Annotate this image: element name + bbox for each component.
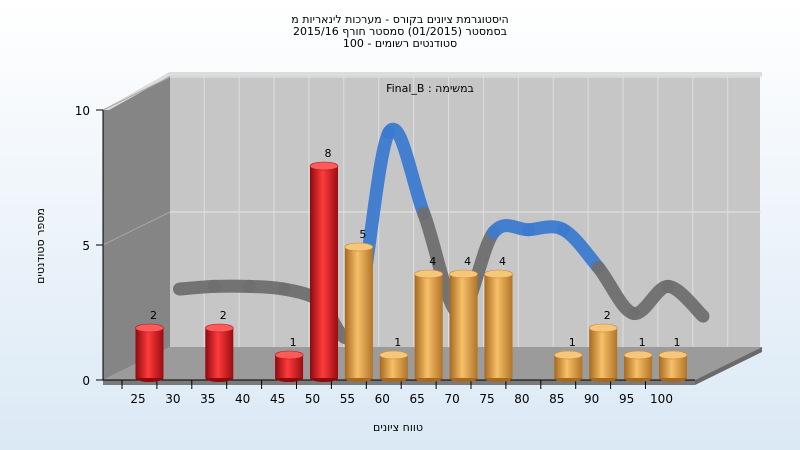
bar-top bbox=[205, 323, 234, 333]
x-tick-label: 25 bbox=[130, 392, 145, 406]
left-side-wall bbox=[103, 72, 170, 380]
x-tick-label: 75 bbox=[479, 392, 494, 406]
y-tick-label: 0 bbox=[82, 374, 90, 388]
floor-front-edge bbox=[103, 380, 695, 385]
x-tick-label: 80 bbox=[514, 392, 529, 406]
bar-top bbox=[274, 350, 304, 360]
x-tick-label: 65 bbox=[410, 392, 425, 406]
bar-top bbox=[658, 350, 688, 360]
x-tick-label: 40 bbox=[235, 392, 250, 406]
chart-title-line-2: בסמסטר (01/2015) סמסטר חורף 2015/16 bbox=[293, 25, 507, 38]
bar bbox=[135, 328, 164, 378]
side-gridline bbox=[102, 211, 171, 246]
trend-ribbon-segment bbox=[382, 122, 431, 220]
x-tick-label: 55 bbox=[340, 392, 355, 406]
bar-top bbox=[623, 350, 653, 360]
bar-data-label: 1 bbox=[569, 336, 576, 349]
bar-top bbox=[484, 269, 513, 279]
bar-top bbox=[449, 269, 478, 279]
bar-top bbox=[135, 323, 164, 333]
y-tick-label: 5 bbox=[82, 239, 90, 253]
x-tick-label: 35 bbox=[200, 392, 215, 406]
x-tick-label: 70 bbox=[444, 392, 459, 406]
x-tick-label: 30 bbox=[165, 392, 180, 406]
bar bbox=[484, 274, 513, 378]
x-tick-label: 90 bbox=[584, 392, 599, 406]
bar-data-label: 2 bbox=[604, 309, 611, 322]
bar-data-label: 2 bbox=[220, 309, 227, 322]
bar bbox=[205, 328, 234, 378]
bar-top bbox=[414, 269, 444, 279]
back-wall-top-edge bbox=[103, 72, 762, 110]
bar-data-label: 4 bbox=[499, 255, 506, 268]
x-tick-label: 85 bbox=[549, 392, 564, 406]
bar bbox=[589, 328, 618, 378]
bar bbox=[379, 355, 408, 378]
x-tick-label: 45 bbox=[270, 392, 285, 406]
bar bbox=[659, 355, 687, 378]
bar-top bbox=[344, 242, 374, 252]
bar-data-label: 1 bbox=[639, 336, 646, 349]
y-tick-label: 10 bbox=[75, 104, 90, 118]
bar-top bbox=[309, 161, 339, 171]
bar-data-label: 2 bbox=[150, 309, 157, 322]
bar bbox=[624, 355, 653, 378]
x-tick-label: 60 bbox=[375, 392, 390, 406]
x-axis-label: טווח ציונים bbox=[373, 421, 423, 434]
bar bbox=[344, 247, 373, 378]
chart-title-line-1: היסטוגרמת ציונים בקורס - מערכות לינאריות… bbox=[291, 13, 508, 26]
chart-title-line-3: 100 - סטודנטים רשומים bbox=[343, 37, 457, 50]
floor-right-edge bbox=[695, 347, 762, 385]
bar bbox=[310, 166, 338, 378]
bar-data-label: 1 bbox=[394, 336, 401, 349]
bar bbox=[414, 274, 443, 378]
side-gridline bbox=[102, 76, 171, 111]
x-tick-label: 50 bbox=[305, 392, 320, 406]
x-tick-label: 100 bbox=[650, 392, 673, 406]
bars: 2 2 1 8 5 1 4 4 4 1 2 1 1 bbox=[135, 147, 688, 382]
bar bbox=[275, 355, 304, 378]
bar-data-label: 4 bbox=[464, 255, 471, 268]
bar-top bbox=[379, 350, 409, 360]
trend-ribbon-segment bbox=[661, 279, 710, 323]
bar-data-label: 1 bbox=[674, 336, 681, 349]
bar bbox=[554, 355, 583, 378]
bar-data-label: 4 bbox=[429, 255, 436, 268]
task-annotation: Final_B : במשימה bbox=[386, 82, 474, 95]
bar-top bbox=[588, 323, 618, 333]
bar bbox=[449, 274, 478, 378]
y-axis-label: מספר סטודנטים bbox=[34, 208, 47, 284]
bar-top bbox=[553, 350, 583, 360]
bar-data-label: 8 bbox=[325, 147, 332, 160]
bar-data-label: 5 bbox=[359, 228, 366, 241]
x-tick-label: 95 bbox=[619, 392, 634, 406]
bar-data-label: 1 bbox=[290, 336, 297, 349]
